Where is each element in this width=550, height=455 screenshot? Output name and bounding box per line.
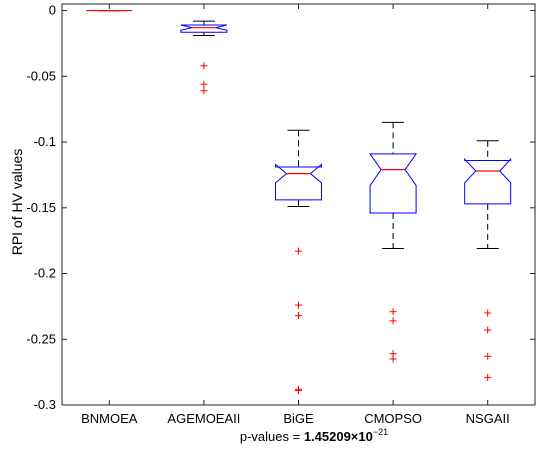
- y-axis-ticks: 0 -0.05 -0.1 -0.15 -0.2 -0.25 -0.3: [26, 3, 535, 412]
- box-agemoeaii: [180, 20, 228, 95]
- outlier-marker: [484, 373, 492, 381]
- outlier-marker: [484, 326, 492, 334]
- box-body: [464, 157, 512, 205]
- box-cmopso: [369, 121, 418, 363]
- y-tick-label: -0.05: [26, 68, 56, 83]
- outlier-marker: [295, 387, 302, 395]
- outlier-marker: [295, 301, 302, 309]
- y-tick-label: -0.15: [26, 200, 56, 215]
- outlier-marker: [295, 312, 302, 320]
- x-tick-label: BNMOEA: [81, 411, 138, 426]
- box-nsgaii: [464, 140, 512, 381]
- y-tick-label: -0.3: [34, 397, 56, 412]
- y-axis-label: RPI of HV values: [9, 149, 25, 256]
- outlier-marker: [484, 352, 492, 360]
- y-tick-label: 0: [49, 3, 56, 18]
- outlier-marker: [200, 87, 208, 95]
- x-tick-label: NSGAII: [466, 411, 510, 426]
- x-tick-label: BiGE: [283, 411, 314, 426]
- y-tick-label: -0.1: [34, 134, 56, 149]
- outlier-marker: [200, 80, 208, 88]
- outlier-marker: [389, 317, 397, 325]
- x-axis-ticks: BNMOEA AGEMOEAII BiGE CMOPSO NSGAII: [81, 4, 510, 426]
- x-tick-label: AGEMOEAII: [167, 411, 240, 426]
- p-value-number: 1.45209×10: [304, 429, 373, 444]
- box-body: [180, 24, 228, 33]
- outlier-marker: [389, 308, 397, 316]
- outlier-marker: [200, 62, 208, 70]
- outlier-marker: [389, 355, 397, 363]
- box-body: [369, 153, 418, 214]
- plot-area: [61, 3, 536, 406]
- x-tick-label: CMOPSO: [364, 411, 422, 426]
- box-body: [275, 163, 322, 201]
- p-value-prefix: p-values =: [240, 429, 304, 444]
- outlier-marker: [295, 247, 302, 255]
- outlier-marker: [484, 309, 492, 317]
- p-value-exponent: −21: [373, 427, 388, 437]
- x-axis-label: p-values = 1.45209×10−21: [240, 427, 388, 444]
- y-tick-label: -0.2: [34, 266, 56, 281]
- y-tick-label: -0.25: [26, 331, 56, 346]
- box-bige: [275, 129, 322, 395]
